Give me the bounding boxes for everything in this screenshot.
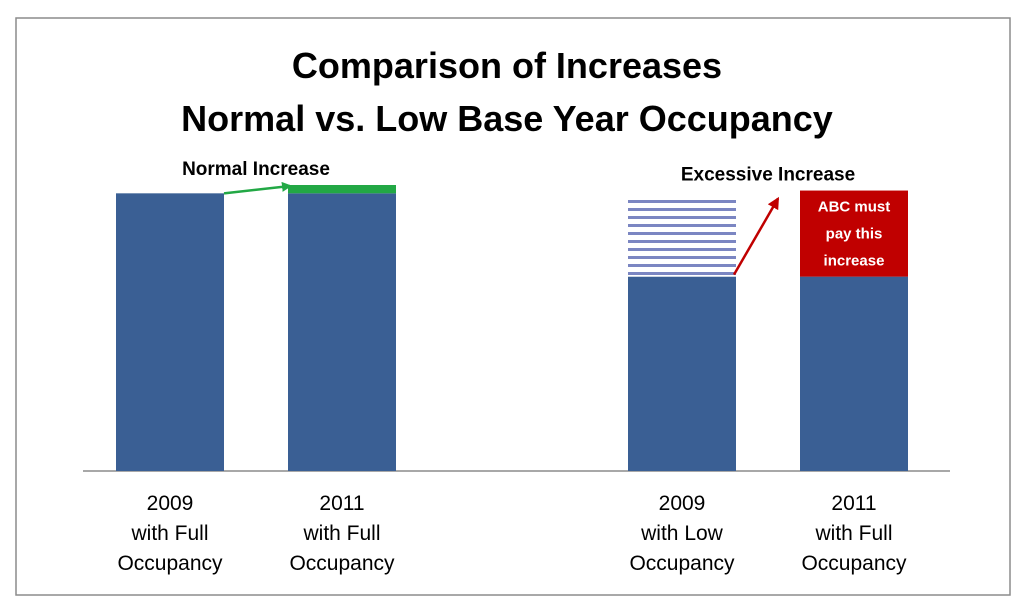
category-label: 2011 <box>831 492 876 515</box>
bar-excessive-increase-segment <box>800 190 908 277</box>
excessive-increase-arrow <box>732 196 780 276</box>
category-label: Occupancy <box>289 552 395 575</box>
category-label: 2009 <box>659 492 706 515</box>
bar-base <box>628 276 736 471</box>
category-label: 2009 <box>147 492 194 515</box>
increase-callout-label: pay this <box>826 226 883 243</box>
bar-hatched-segment <box>628 198 736 277</box>
category-label: with Full <box>302 522 380 545</box>
group-annotation: Excessive Increase <box>681 165 855 186</box>
group-annotation: Normal Increase <box>182 159 330 180</box>
bar-base <box>288 193 396 472</box>
increase-callout-label: increase <box>824 253 885 270</box>
category-label: Occupancy <box>629 552 735 575</box>
category-label: with Full <box>814 522 892 545</box>
bar-normal-increase-segment <box>288 185 396 194</box>
category-label: Occupancy <box>801 552 907 575</box>
normal-increase-arrow <box>223 181 292 195</box>
bar-layer <box>116 185 908 472</box>
bar-base <box>800 276 908 471</box>
category-label: 2011 <box>319 492 364 515</box>
bar-base <box>116 193 224 472</box>
category-label: with Full <box>130 522 208 545</box>
chart-subtitle: Normal vs. Low Base Year Occupancy <box>181 98 833 139</box>
category-label: with Low <box>640 522 724 545</box>
increase-callout-label: ABC must <box>818 199 891 216</box>
category-label: Occupancy <box>117 552 223 575</box>
arrow-layer <box>223 181 780 276</box>
chart-title: Comparison of Increases <box>292 45 722 86</box>
label-layer: 2009 with Full Occupancy 2011 with Full Occup… <box>117 159 907 575</box>
